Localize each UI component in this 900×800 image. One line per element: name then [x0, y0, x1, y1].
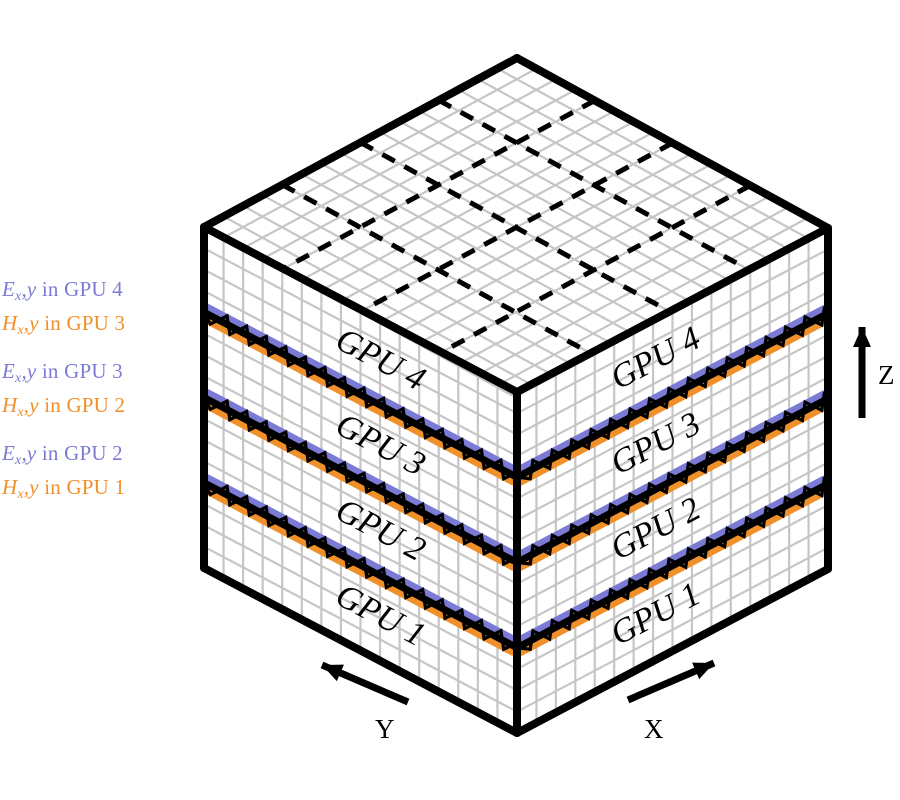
legend-h-connector: in	[44, 393, 61, 417]
axis-label-y: Y	[375, 714, 395, 744]
legend-h-line: Hx,y in GPU 3	[2, 311, 126, 338]
legend-h-connector: in	[44, 475, 61, 499]
axis-arrow-x-head	[692, 662, 714, 680]
legend-h-symbol: H	[2, 311, 18, 335]
legend-e-connector: in	[41, 277, 59, 301]
axis-arrow-y-head	[322, 664, 344, 682]
legend-h-target: GPU 3	[66, 311, 126, 335]
axis-arrows	[320, 327, 871, 706]
legend-e-line: Ex,y in GPU 3	[2, 359, 123, 386]
axis-arrow-z-head	[853, 327, 871, 347]
cube-outline	[200, 54, 832, 737]
legend-e-connector: in	[41, 359, 59, 383]
legend-e-subscript: x	[15, 453, 22, 468]
legend-h-subscript: x	[17, 405, 24, 420]
legend-group: Ex,y in GPU 4 Hx,y in GPU 3	[2, 276, 192, 344]
legend-e-subscript: x	[15, 371, 22, 386]
legend-group: Ex,y in GPU 3 Hx,y in GPU 2	[2, 358, 192, 426]
legend-e-line: Ex,y in GPU 2	[2, 441, 123, 468]
legend-h-target: GPU 2	[66, 393, 126, 417]
legend-h-second: y	[29, 475, 39, 499]
top-face-dashed-grid	[280, 98, 752, 357]
legend-h-subscript: x	[17, 487, 24, 502]
legend-e-connector: in	[41, 441, 59, 465]
legend-e-second: y	[26, 359, 37, 383]
legend-e-target: GPU 2	[64, 441, 123, 465]
legend-h-line: Hx,y in GPU 2	[2, 393, 126, 420]
legend-e-target: GPU 4	[64, 277, 123, 301]
legend-h-connector: in	[44, 311, 61, 335]
legend-h-line: Hx,y in GPU 1	[2, 475, 126, 502]
field-legend: Ex,y in GPU 4 Hx,y in GPU 3 Ex,y in GPU …	[2, 276, 192, 522]
legend-h-target: GPU 1	[66, 475, 126, 499]
legend-e-symbol: E	[2, 359, 16, 383]
legend-e-subscript: x	[15, 289, 22, 304]
legend-h-second: y	[29, 311, 39, 335]
axis-label-x: X	[644, 714, 664, 744]
legend-group: Ex,y in GPU 2 Hx,y in GPU 1	[2, 440, 192, 508]
legend-e-second: y	[26, 277, 37, 301]
legend-e-symbol: E	[2, 277, 16, 301]
axis-label-z: Z	[878, 360, 895, 390]
legend-h-second: y	[29, 393, 39, 417]
gpu-boundary-bands	[204, 303, 828, 657]
legend-h-symbol: H	[2, 393, 18, 417]
legend-h-symbol: H	[2, 475, 18, 499]
legend-e-target: GPU 3	[64, 359, 123, 383]
legend-e-line: Ex,y in GPU 4	[2, 277, 123, 304]
legend-h-subscript: x	[17, 323, 24, 338]
legend-e-second: y	[26, 441, 37, 465]
legend-e-symbol: E	[2, 441, 16, 465]
